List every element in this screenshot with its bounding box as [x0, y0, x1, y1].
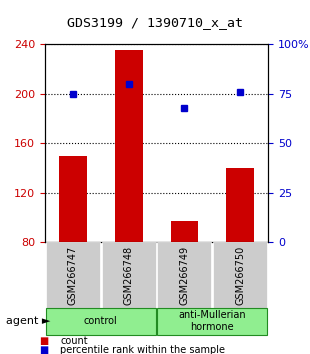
Text: GSM266750: GSM266750 — [235, 246, 245, 305]
Text: GDS3199 / 1390710_x_at: GDS3199 / 1390710_x_at — [67, 17, 243, 29]
Bar — [115, 50, 143, 242]
Text: percentile rank within the sample: percentile rank within the sample — [60, 346, 225, 354]
Text: GSM266747: GSM266747 — [68, 246, 78, 305]
Bar — [226, 168, 254, 242]
Text: agent ►: agent ► — [6, 316, 51, 326]
Text: GSM266749: GSM266749 — [179, 246, 189, 305]
Text: ■: ■ — [39, 346, 48, 354]
Bar — [170, 222, 198, 242]
Text: anti-Mullerian
hormone: anti-Mullerian hormone — [179, 310, 246, 332]
Text: GSM266748: GSM266748 — [124, 246, 134, 305]
Text: ■: ■ — [39, 336, 48, 346]
Text: count: count — [60, 336, 88, 346]
Bar — [59, 156, 87, 242]
Text: control: control — [84, 316, 117, 326]
